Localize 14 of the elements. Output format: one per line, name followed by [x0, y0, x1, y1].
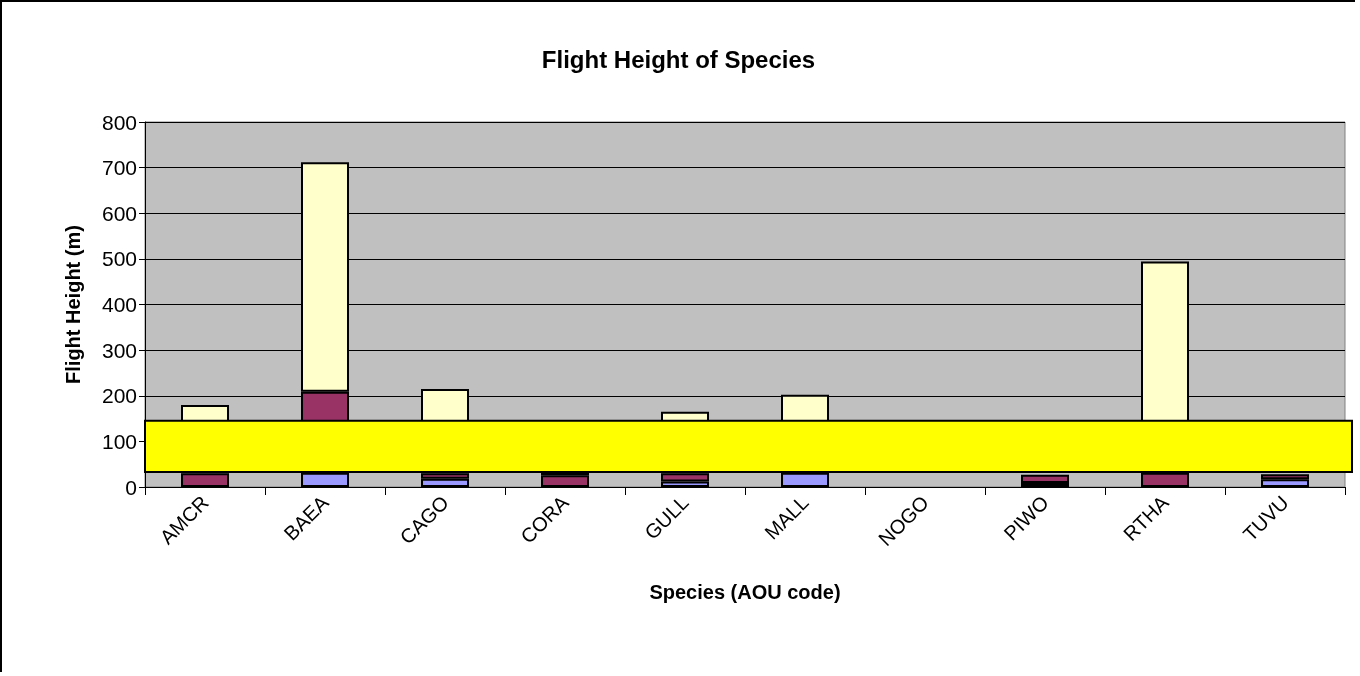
y-tick-label: 500: [101, 247, 137, 271]
bar: [1021, 474, 1069, 483]
y-axis-title: Flight Height (m): [62, 225, 84, 384]
y-tick-label: 600: [101, 201, 137, 225]
x-axis-title: Species (AOU code): [649, 581, 841, 603]
y-tick-label: 800: [101, 110, 137, 134]
chart-title: Flight Height of Species: [541, 45, 816, 73]
y-tick-label: 300: [101, 338, 137, 362]
bar: [541, 475, 589, 487]
y-tick-label: 200: [101, 384, 137, 408]
y-tick-label: 400: [101, 293, 137, 316]
y-tick-label: 0: [125, 475, 137, 499]
y-tick-label: 100: [101, 429, 137, 453]
y-tick-label: 700: [101, 156, 137, 180]
